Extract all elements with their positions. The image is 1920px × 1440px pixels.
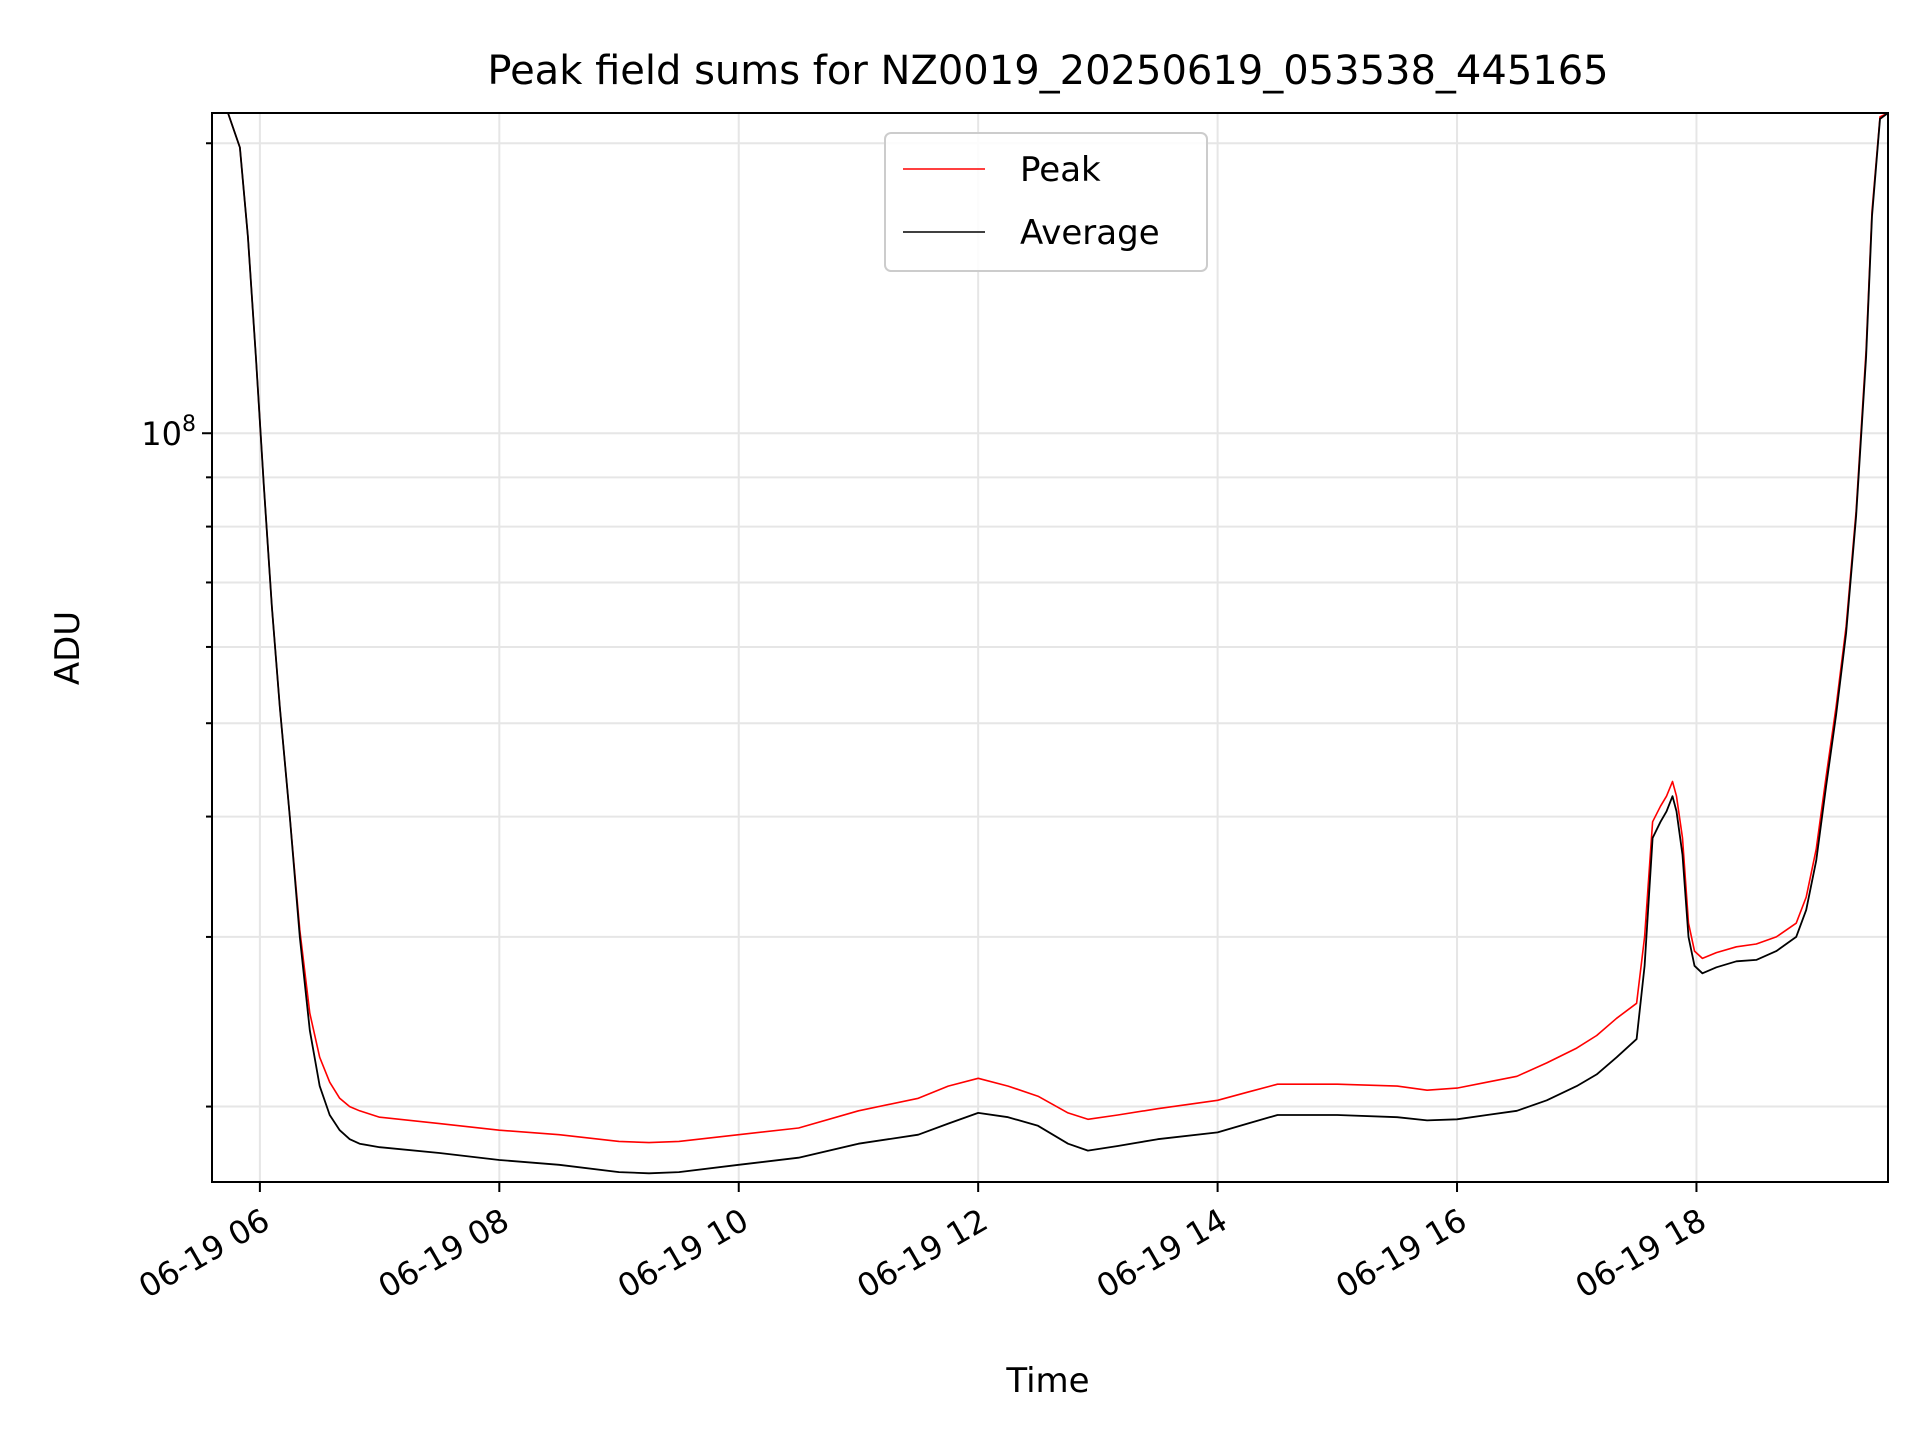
legend: Peak Average — [884, 132, 1208, 272]
y-axis-label: ADU — [48, 611, 88, 685]
grid — [212, 113, 1888, 1182]
legend-box — [884, 132, 1208, 272]
series-line-average — [212, 112, 1889, 1175]
legend-label-average: Average — [1020, 213, 1160, 253]
legend-label-peak: Peak — [1020, 150, 1101, 190]
x-axis-label: Time — [1005, 1361, 1089, 1401]
chart-title: Peak field sums for NZ0019_20250619_0535… — [487, 48, 1608, 94]
series-line-peak — [212, 112, 1889, 1144]
y-tick-label: 108 — [141, 412, 196, 453]
series-layer — [212, 112, 1889, 1175]
